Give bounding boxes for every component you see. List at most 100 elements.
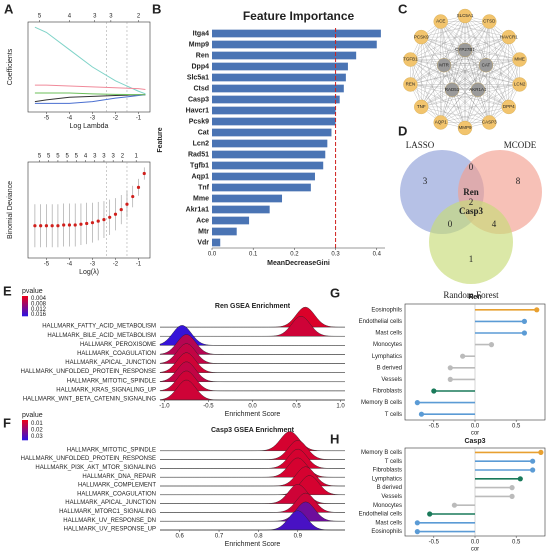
legend-title: pvalue — [22, 412, 43, 419]
network-edge — [410, 59, 478, 90]
colorbar-cell — [22, 303, 28, 305]
lollipop-dot — [418, 411, 425, 417]
deviance-point — [96, 219, 100, 223]
network-edge — [451, 21, 490, 90]
network-edge — [440, 21, 520, 85]
bar — [212, 84, 344, 93]
top-tick-label: 5 — [65, 154, 69, 160]
colorbar-cell — [22, 438, 28, 440]
deviance-point — [108, 215, 112, 219]
deviance-point — [62, 223, 66, 227]
network-edge — [410, 84, 478, 90]
colorbar-cell — [22, 432, 28, 434]
y-axis-label: Feature — [157, 127, 164, 152]
category-label: Dpp4 — [192, 63, 210, 70]
x-tick-label: -2 — [113, 116, 119, 122]
top-tick-label: 3 — [111, 154, 115, 160]
category-label: HALLMARK_UNFOLDED_PROTEIN_RESPONSE — [21, 456, 156, 462]
x-axis-label: cor — [471, 431, 479, 437]
colorbar-tick-label: 0.03 — [31, 434, 43, 440]
deviance-point — [131, 194, 135, 199]
panel-letter: B — [152, 1, 161, 16]
network-edge — [444, 36, 509, 66]
colorbar-cell — [22, 433, 28, 435]
network-edge — [421, 37, 441, 123]
network-edge — [440, 21, 466, 129]
node-label: CASP3 — [482, 120, 497, 125]
plot-frame — [27, 21, 151, 113]
coefficient-line — [34, 84, 146, 90]
deviance-point — [136, 185, 141, 189]
category-label: HALLMARK_UV_RESPONSE_UP — [64, 527, 156, 533]
colorbar-cell — [22, 435, 28, 437]
lollipop-dot — [414, 400, 420, 406]
network-edge — [440, 21, 509, 38]
node-label: CYP27B1 — [455, 47, 475, 52]
category-label: Eosinophils — [371, 307, 402, 313]
category-label: B derived — [377, 365, 402, 371]
bar — [212, 106, 336, 115]
network-edge — [421, 36, 520, 85]
category-label: HALLMARK_BILE_ACID_METABOLISM — [47, 333, 156, 339]
category-label: Casp3 — [188, 96, 209, 103]
category-label: HALLMARK_APICAL_JUNCTION — [65, 500, 156, 506]
x-tick-label: -3 — [90, 262, 96, 268]
chart-title: Feature Importance — [243, 9, 355, 23]
panel-letter: A — [4, 1, 14, 16]
ridge — [159, 379, 345, 401]
network-node — [433, 115, 448, 130]
colorbar-cell — [22, 436, 28, 438]
network-node — [403, 52, 418, 67]
x-tick-label: -0.5 — [429, 424, 440, 430]
network-node — [457, 120, 473, 136]
lollipop-dot — [488, 342, 495, 348]
category-label: Fibroblasts — [373, 468, 402, 474]
colorbar-cell — [22, 430, 28, 432]
category-label: HALLMARK_MTORC1_SIGNALING — [59, 509, 156, 515]
network-edge — [464, 36, 509, 51]
bar — [212, 128, 332, 137]
network-node — [501, 99, 516, 115]
category-label: HALLMARK_KRAS_SIGNALING_UP — [56, 387, 156, 393]
category-label: Rad51 — [188, 151, 209, 158]
x-tick-label: 0.0 — [208, 252, 217, 258]
category-label: T cells — [385, 412, 402, 418]
lollipop-dot — [534, 307, 540, 313]
category-label: Mast cells — [375, 520, 402, 526]
lollipop-dot — [509, 493, 515, 499]
x-tick-label: 0.0 — [248, 404, 257, 410]
lollipop-dot — [414, 520, 420, 526]
deviance-point — [90, 221, 95, 225]
panel-letter: F — [3, 415, 11, 430]
colorbar-cell — [22, 425, 28, 427]
colorbar-tick-label: 0.012 — [31, 307, 47, 313]
top-tick-label: 1 — [135, 154, 139, 160]
node-label: PCSK9 — [414, 34, 429, 39]
network-node — [414, 29, 429, 45]
lollipop-dot — [509, 485, 515, 491]
category-label: Itga4 — [193, 30, 209, 37]
category-label: Mmp9 — [189, 41, 209, 48]
category-label: HALLMARK_FATTY_ACID_METABOLISM — [42, 324, 156, 330]
top-tick-label: 3 — [93, 154, 97, 160]
x-tick-label: 0.5 — [292, 404, 301, 410]
network-node — [403, 77, 418, 92]
category-label: Memory B cells — [361, 400, 402, 406]
network-node — [512, 52, 527, 67]
bar — [212, 117, 336, 126]
y-axis-label: Binomial Deviance — [7, 181, 14, 239]
top-tick-label: 2 — [137, 14, 141, 20]
network-edge — [485, 65, 509, 107]
network-node — [501, 29, 516, 45]
network-edge — [443, 15, 466, 66]
colorbar-cell — [22, 304, 28, 306]
bar — [212, 172, 315, 181]
deviance-point — [56, 224, 60, 228]
top-tick-label: 5 — [56, 154, 60, 160]
colorbar-cell — [22, 422, 28, 424]
x-tick-label: -5 — [44, 262, 50, 268]
colorbar-cell — [22, 421, 28, 423]
node-label: ACE — [436, 19, 445, 24]
category-label: Ace — [196, 217, 209, 224]
panel-letter: H — [330, 431, 339, 446]
